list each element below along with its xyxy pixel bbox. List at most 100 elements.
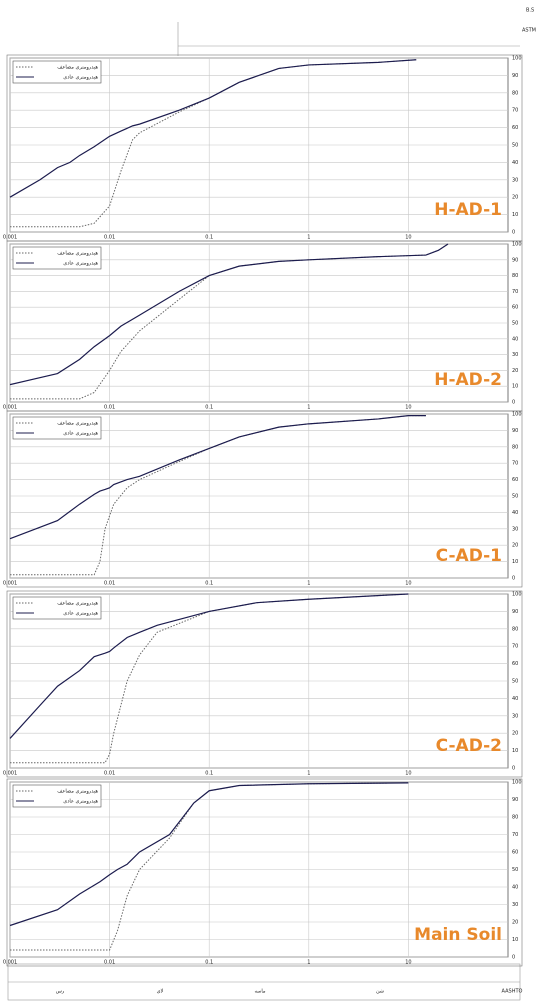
- footer-text: رس: [56, 989, 65, 995]
- y-tick-label: 70: [512, 832, 518, 838]
- x-tick-label: 0.1: [205, 581, 213, 587]
- x-tick-label: 1: [307, 235, 310, 241]
- y-tick-label: 20: [512, 195, 518, 201]
- y-tick-label: 50: [512, 494, 518, 500]
- y-tick-label: 70: [512, 644, 518, 650]
- x-tick-label: 0.001: [3, 581, 17, 587]
- y-tick-label: 10: [512, 748, 518, 754]
- data-line: [9, 243, 449, 386]
- footer-text: لای: [157, 989, 164, 995]
- legend-label: هیدرومتری مضاعف: [57, 421, 98, 427]
- x-tick-label: 10: [405, 235, 411, 241]
- x-tick-label: 0.1: [205, 405, 213, 411]
- y-tick-label: 90: [512, 609, 518, 615]
- y-tick-label: 30: [512, 177, 518, 183]
- y-tick-label: 70: [512, 108, 518, 114]
- y-tick-label: 30: [512, 526, 518, 532]
- chart-panel: [6, 590, 523, 778]
- y-tick-label: 80: [512, 90, 518, 96]
- y-tick-label: 90: [512, 797, 518, 803]
- data-line: [10, 593, 409, 764]
- y-tick-label: 50: [512, 679, 518, 685]
- legend-box: [12, 596, 102, 620]
- legend-label: هیدرومتری عادی: [63, 431, 98, 437]
- y-tick-label: 60: [512, 125, 518, 131]
- legend-label: هیدرومتری عادی: [63, 261, 98, 267]
- y-tick-label: 10: [512, 559, 518, 565]
- data-line: [10, 782, 409, 951]
- header-text: ASTM: [522, 28, 536, 34]
- legend-box: [12, 246, 102, 270]
- y-tick-label: 60: [512, 661, 518, 667]
- x-tick-label: 1: [307, 771, 310, 777]
- y-tick-label: 90: [512, 257, 518, 263]
- y-tick-label: 100: [512, 780, 522, 786]
- y-tick-label: 80: [512, 626, 518, 632]
- legend-box: [12, 60, 102, 84]
- chart-panel: [6, 410, 523, 588]
- x-tick-label: 10: [405, 581, 411, 587]
- y-tick-label: 100: [512, 242, 522, 248]
- data-line: [9, 782, 409, 927]
- chart-panel: [6, 778, 523, 967]
- y-tick-label: 100: [512, 412, 522, 418]
- footer-text: AASHTO: [502, 989, 523, 995]
- x-tick-label: 0.01: [104, 581, 115, 587]
- data-line: [9, 59, 417, 198]
- y-tick-label: 50: [512, 143, 518, 149]
- data-line: [9, 593, 409, 739]
- y-tick-label: 50: [512, 867, 518, 873]
- x-tick-label: 10: [405, 960, 411, 966]
- x-tick-label: 0.001: [3, 960, 17, 966]
- legend-label: هیدرومتری مضاعف: [57, 65, 98, 71]
- y-tick-label: 80: [512, 815, 518, 821]
- data-line: [9, 415, 426, 540]
- y-tick-label: 60: [512, 850, 518, 856]
- y-tick-label: 40: [512, 885, 518, 891]
- legend-label: هیدرومتری مضاعف: [57, 251, 98, 257]
- y-tick-label: 40: [512, 696, 518, 702]
- footer-text: شن: [376, 989, 384, 995]
- chart-annotation: C-AD-2: [436, 736, 502, 756]
- x-tick-label: 0.01: [104, 771, 115, 777]
- x-tick-label: 0.1: [205, 235, 213, 241]
- y-tick-label: 10: [512, 212, 518, 218]
- y-tick-label: 60: [512, 305, 518, 311]
- legend-label: هیدرومتری مضاعف: [57, 601, 98, 607]
- legend-label: هیدرومتری عادی: [63, 611, 98, 617]
- y-tick-label: 90: [512, 428, 518, 434]
- y-tick-label: 40: [512, 336, 518, 342]
- y-tick-label: 20: [512, 731, 518, 737]
- y-tick-label: 30: [512, 352, 518, 358]
- x-tick-label: 0.1: [205, 771, 213, 777]
- chart-annotation: Main Soil: [414, 925, 502, 945]
- x-tick-label: 0.001: [3, 771, 17, 777]
- y-tick-label: 100: [512, 56, 522, 62]
- y-tick-label: 20: [512, 543, 518, 549]
- y-tick-label: 100: [512, 592, 522, 598]
- y-tick-label: 20: [512, 368, 518, 374]
- y-tick-label: 70: [512, 289, 518, 295]
- y-tick-label: 50: [512, 321, 518, 327]
- x-tick-label: 0.01: [104, 235, 115, 241]
- y-tick-label: 60: [512, 477, 518, 483]
- y-tick-label: 80: [512, 444, 518, 450]
- y-tick-label: 10: [512, 384, 518, 390]
- footer-text: ماسه: [254, 989, 265, 995]
- y-tick-label: 80: [512, 273, 518, 279]
- y-tick-label: 0: [512, 955, 515, 961]
- y-tick-label: 0: [512, 230, 515, 236]
- x-tick-label: 10: [405, 771, 411, 777]
- x-tick-label: 1: [307, 405, 310, 411]
- y-tick-label: 0: [512, 400, 515, 406]
- data-line: [10, 243, 449, 400]
- x-tick-label: 0.1: [205, 960, 213, 966]
- y-tick-label: 70: [512, 461, 518, 467]
- chart-annotation: H-AD-2: [434, 370, 502, 390]
- x-tick-label: 0.01: [104, 960, 115, 966]
- y-tick-label: 10: [512, 937, 518, 943]
- legend-label: هیدرومتری عادی: [63, 799, 98, 805]
- x-tick-label: 10: [405, 405, 411, 411]
- chart-annotation: C-AD-1: [436, 546, 502, 566]
